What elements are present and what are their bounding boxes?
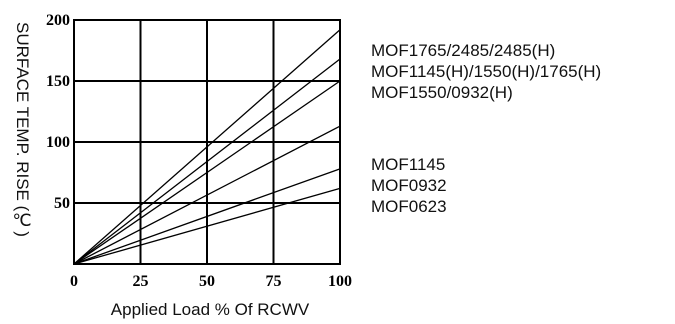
y-tick-label: 50 xyxy=(54,195,70,212)
x-tick-label: 100 xyxy=(328,273,352,290)
legend-entry: MOF0932 xyxy=(371,175,447,196)
legend-group-top: MOF1765/2485/2485(H) MOF1145(H)/1550(H)/… xyxy=(371,40,601,103)
y-axis-title: SURFACE TEMP. RISE (℃) xyxy=(8,22,36,302)
legend-entry: MOF1765/2485/2485(H) xyxy=(371,40,601,61)
y-tick-label: 100 xyxy=(46,134,70,151)
legend-entry: MOF0623 xyxy=(371,196,447,217)
grid xyxy=(74,20,340,264)
x-tick-label: 50 xyxy=(199,273,215,290)
x-tick-label: 25 xyxy=(133,273,149,290)
legend-entry: MOF1145(H)/1550(H)/1765(H) xyxy=(371,61,601,82)
x-axis-title: Applied Load % Of RCWV xyxy=(60,300,360,320)
y-tick-label: 200 xyxy=(46,12,70,29)
x-tick-label: 0 xyxy=(70,273,78,290)
x-tick-label: 75 xyxy=(266,273,282,290)
legend-entry: MOF1550/0932(H) xyxy=(371,82,601,103)
legend-group-bottom: MOF1145 MOF0932 MOF0623 xyxy=(371,154,447,217)
legend-entry: MOF1145 xyxy=(371,154,447,175)
y-tick-label: 150 xyxy=(46,73,70,90)
